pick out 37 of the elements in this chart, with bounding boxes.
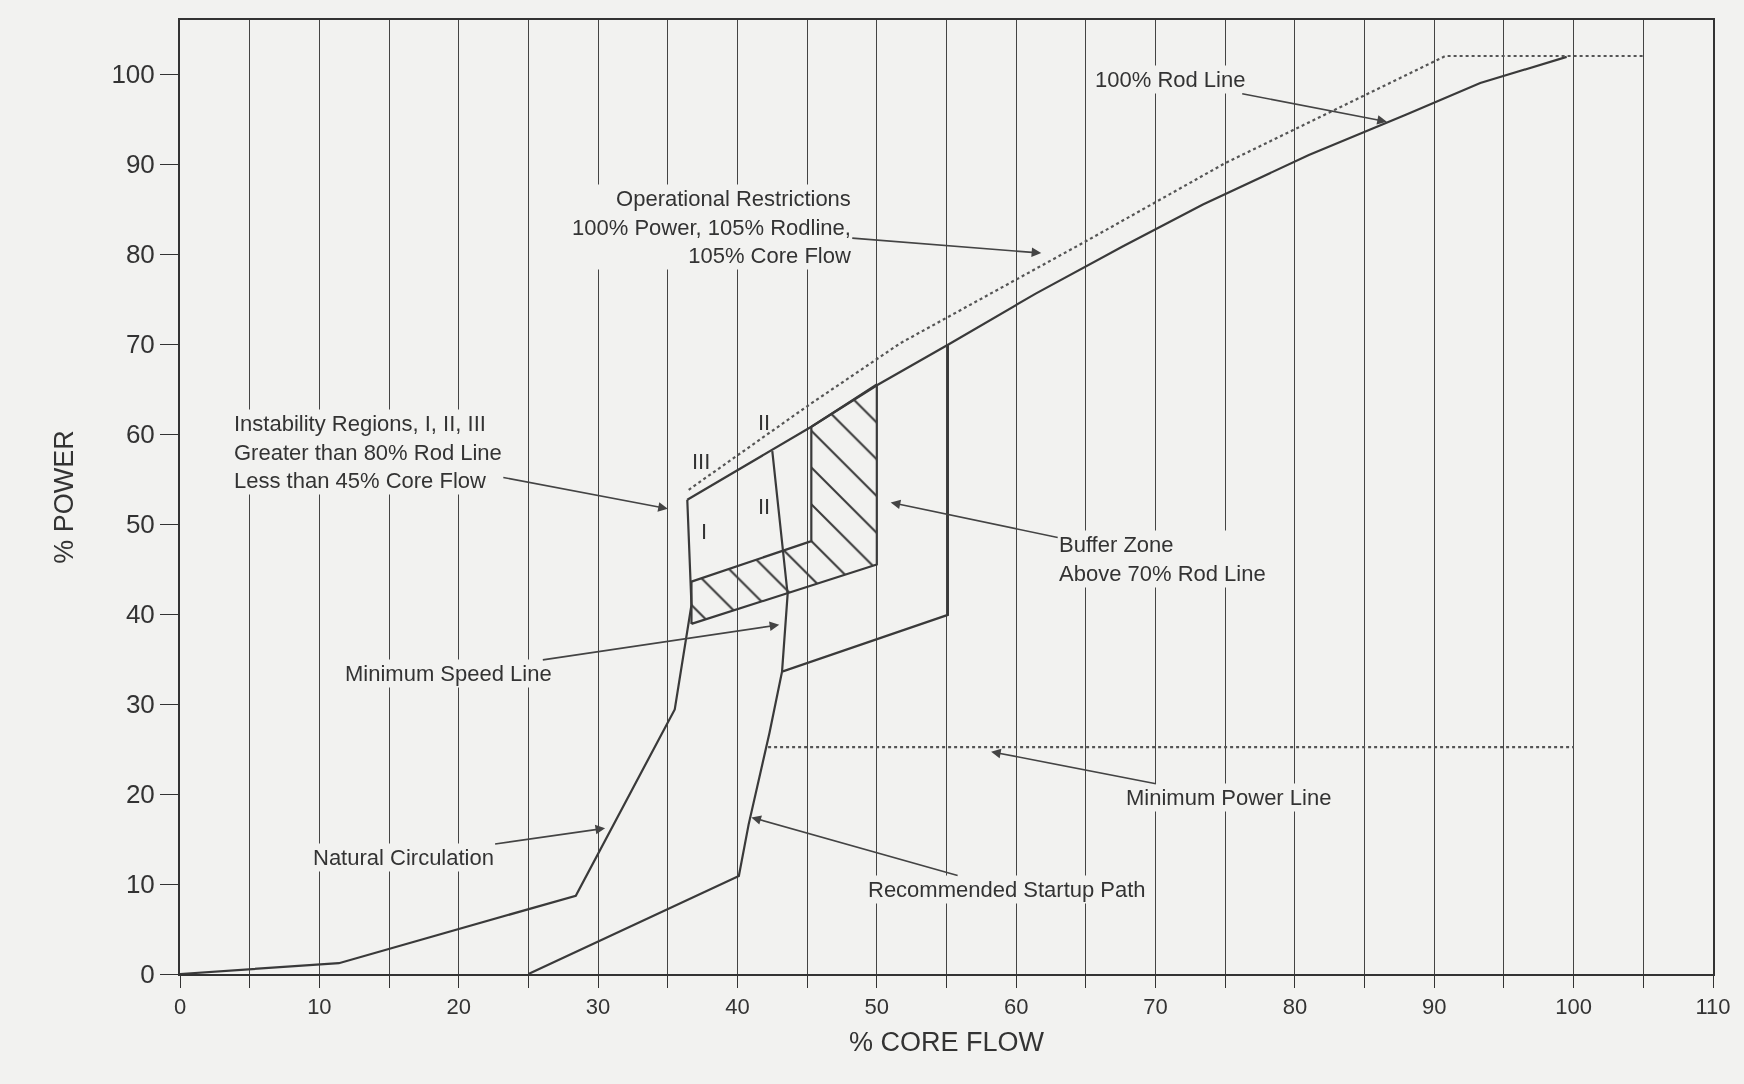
annotation: Minimum Power Line <box>1126 785 1332 810</box>
x-tick-label: 90 <box>1422 994 1447 1020</box>
x-tick-label: 20 <box>446 994 471 1020</box>
annotation: 100% Rod Line <box>1095 67 1246 92</box>
y-tick-label: 50 <box>125 509 155 540</box>
annotation: III <box>692 449 711 474</box>
annotation: Buffer Zone Above 70% Rod Line <box>1059 532 1266 586</box>
annotation: Instability Regions, I, II, III Greater than 80% Rod Line Less than 45% Core Flow <box>234 411 502 494</box>
y-tick-label: 70 <box>125 329 155 360</box>
x-tick-label: 80 <box>1282 994 1308 1020</box>
annotation: I <box>701 519 708 544</box>
y-tick-label: 40 <box>125 599 155 630</box>
x-tick-label: 0 <box>173 994 187 1020</box>
annotation: II <box>758 410 771 435</box>
x-tick-label: 110 <box>1695 994 1731 1020</box>
x-tick-label: 60 <box>1003 994 1029 1020</box>
annotation: Recommended Startup Path <box>868 877 1146 902</box>
y-tick-label: 0 <box>140 959 155 990</box>
annotation: Natural Circulation <box>313 845 494 870</box>
x-tick-label: 30 <box>585 994 611 1020</box>
x-tick-label: 50 <box>864 994 890 1020</box>
y-tick-label: 80 <box>125 239 155 270</box>
x-tick-label: 10 <box>307 994 332 1020</box>
y-axis-title: % POWER <box>48 430 79 564</box>
annotation: II <box>758 494 771 519</box>
y-tick-label: 10 <box>125 869 155 900</box>
x-tick-label: 70 <box>1143 994 1168 1020</box>
y-tick-label: 30 <box>125 689 155 720</box>
y-tick-label: 90 <box>125 149 155 180</box>
x-axis-title: % CORE FLOW <box>848 1027 1045 1058</box>
annotation: Minimum Speed Line <box>345 661 552 686</box>
y-tick-label: 20 <box>125 779 155 810</box>
x-tick-label: 100 <box>1555 994 1592 1020</box>
y-tick-label: 60 <box>125 419 155 450</box>
y-tick-label: 100 <box>111 59 155 90</box>
annotation: Operational Restrictions 100% Power, 105% Rodline, 105% Core Flow <box>572 186 851 269</box>
x-tick-label: 40 <box>725 994 750 1020</box>
